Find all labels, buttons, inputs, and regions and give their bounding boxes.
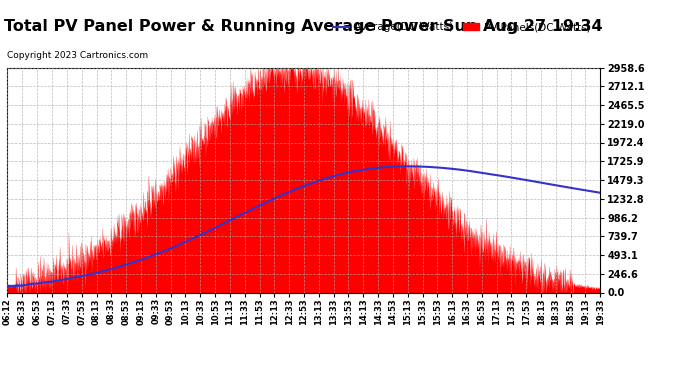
Legend: Average(DC Watts), PV Panels(DC Watts): Average(DC Watts), PV Panels(DC Watts) [329, 18, 595, 37]
Text: Copyright 2023 Cartronics.com: Copyright 2023 Cartronics.com [7, 51, 148, 60]
Text: Total PV Panel Power & Running Average Power Sun Aug 27 19:34: Total PV Panel Power & Running Average P… [4, 19, 603, 34]
